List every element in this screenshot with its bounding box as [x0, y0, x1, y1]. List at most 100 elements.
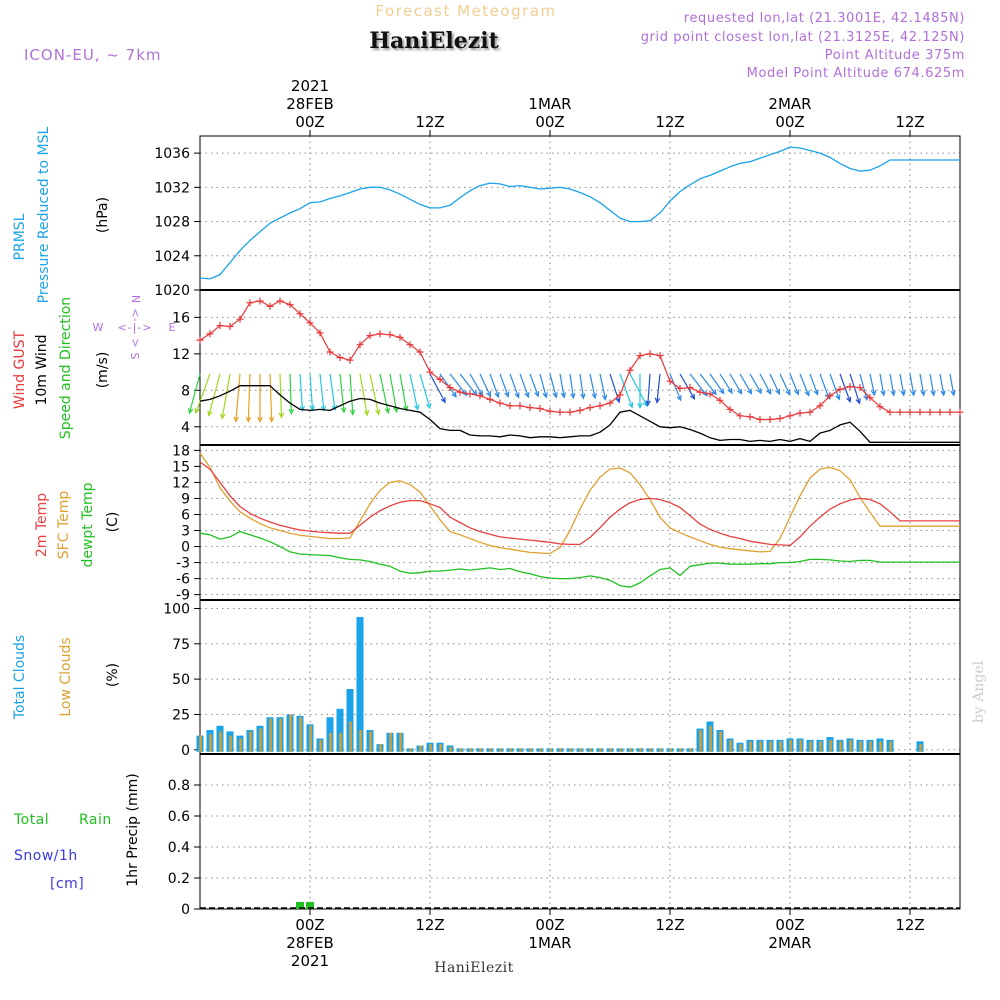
top-year-label: 2021	[291, 77, 329, 95]
wind-arrow-shaft	[889, 373, 895, 396]
wind-arrow	[849, 373, 861, 405]
wind-arrow	[233, 373, 241, 423]
clouds-low-label: Low Clouds	[58, 637, 74, 716]
wind-arrow	[879, 373, 886, 397]
y-tick-label: 0.8	[168, 778, 190, 794]
wind-arrow-shaft	[221, 373, 231, 419]
wind-gust-marker	[696, 388, 704, 396]
wind-gust-marker	[786, 412, 794, 420]
low-cloud-bar	[279, 718, 282, 752]
wind-arrow-head	[880, 390, 886, 397]
wind-gust-marker	[406, 341, 414, 349]
wind-arrow	[419, 373, 432, 410]
wind-panel: 4 8 12 16	[172, 289, 964, 446]
y-tick-label: 75	[172, 637, 190, 653]
pressure-label-msl: Pressure Reduced to MSL	[36, 126, 52, 303]
wind-arrow	[489, 373, 500, 399]
station-name: HaniElezit	[369, 28, 499, 54]
clouds-panel: 0 25 50 75 100	[163, 599, 961, 759]
low-cloud-bar	[879, 741, 882, 752]
wind-arrow-shaft	[689, 373, 708, 396]
low-cloud-bar	[719, 731, 722, 752]
rain-bar	[306, 901, 314, 909]
point-altitude: Point Altitude 375m	[825, 48, 965, 63]
wind-arrow	[499, 373, 510, 398]
wind-arrow-head	[194, 407, 200, 415]
low-cloud-bar	[729, 739, 732, 752]
y-tick-label: 0	[181, 540, 190, 556]
y-tick-label: 15	[172, 459, 190, 475]
wind-gust-marker	[206, 330, 214, 338]
wind-arrow-head	[384, 407, 391, 415]
wind-arrow	[929, 373, 936, 397]
wind-arrow-shaft	[489, 373, 499, 398]
wind-arrow	[654, 373, 661, 404]
rain-bar	[296, 901, 304, 909]
y-tick-label: 6	[181, 507, 190, 523]
wind-arrow-head	[766, 388, 772, 395]
low-cloud-bar	[749, 741, 752, 752]
y-tick-label: 3	[181, 524, 190, 540]
wind-arrow-shaft	[859, 373, 868, 400]
low-cloud-bar	[579, 748, 582, 752]
wind-arrow	[359, 373, 370, 417]
wind-arrow-shaft	[629, 373, 648, 407]
wind-arrow	[429, 373, 446, 404]
low-cloud-bar	[779, 741, 782, 752]
wind-arrow-head	[426, 402, 432, 410]
wind-arrow-shaft	[519, 373, 529, 398]
y-tick-label: 0.2	[168, 871, 190, 887]
bottom-time-label: 00Z	[295, 916, 324, 934]
wind-gust-marker	[516, 402, 524, 410]
wind-arrow-shaft	[289, 373, 292, 414]
wind-arrow-head	[900, 390, 906, 397]
y-tick-label: 1036	[154, 146, 190, 162]
panel-frame	[199, 599, 961, 755]
pressure-label-prmsl: PRMSL	[12, 213, 28, 260]
y-tick-label: 25	[172, 707, 190, 723]
model-name: ICON-EU, ~ 7km	[24, 46, 162, 64]
y-tick-label: -3	[176, 556, 190, 572]
wind-arrow	[309, 373, 315, 412]
low-cloud-bar	[789, 739, 792, 752]
wind-arrow-head	[340, 407, 347, 414]
panel-frame	[199, 753, 961, 910]
wind-arrow-shaft	[399, 373, 408, 411]
wind-arrow	[257, 373, 263, 423]
wind-gust-marker	[716, 396, 724, 404]
wind-arrow-shaft	[679, 373, 695, 400]
top-date-label: 2MAR	[768, 95, 811, 113]
compass-arrows-ew: <-|->	[117, 321, 152, 334]
wind-arrow-shaft	[188, 373, 201, 414]
low-cloud-bar	[469, 748, 472, 752]
wind-arrow	[369, 373, 381, 416]
wind-arrow	[799, 373, 810, 397]
wind-arrow-shaft	[449, 373, 468, 396]
low-cloud-bar	[229, 735, 232, 752]
wind-arrow-shaft	[759, 373, 772, 395]
total-cloud-bar	[336, 708, 344, 752]
wind-arrow-shaft	[569, 373, 574, 398]
wind-arrow-shaft	[899, 373, 905, 396]
wind-arrow	[949, 373, 956, 397]
wind-arrow	[779, 373, 791, 396]
wind-arrow	[569, 373, 576, 400]
low-cloud-bar	[519, 748, 522, 752]
wind-gust-marker	[846, 383, 854, 391]
wind-arrow-shaft	[309, 373, 314, 411]
y-tick-label: 16	[172, 310, 190, 326]
wind-gust-marker	[506, 402, 514, 410]
wind-arrow	[679, 373, 696, 401]
temp-dewpt-label: dewpt Temp	[80, 482, 96, 567]
wind-arrow-shaft	[669, 373, 682, 401]
wind-arrow-head	[628, 402, 634, 409]
low-cloud-bar	[239, 738, 242, 752]
wind-gust-marker	[726, 405, 734, 413]
low-cloud-bar	[489, 748, 492, 752]
precip-axis-label: 1hr Precip (mm)	[125, 773, 141, 886]
low-cloud-bar	[409, 748, 412, 752]
wind-arrow-head	[375, 409, 381, 416]
y-tick-label: 50	[172, 672, 190, 688]
wind-arrow	[939, 373, 946, 397]
